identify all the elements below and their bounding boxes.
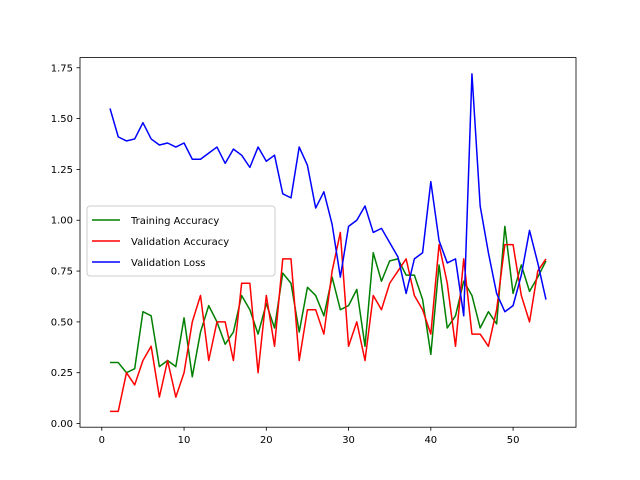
series-layer (109, 73, 547, 413)
y-tick-label: 0.25 (51, 368, 73, 379)
series-line-validation-accuracy (110, 231, 547, 413)
y-tick-label: 0.75 (51, 267, 73, 278)
x-tick-label: 10 (178, 435, 191, 446)
series-line-validation-loss (109, 73, 547, 317)
plot-frame (79, 57, 577, 428)
x-tick-label: 30 (342, 435, 355, 446)
x-tick-label: 40 (424, 435, 437, 446)
x-tick-label: 0 (99, 435, 105, 446)
x-tick-label: 20 (260, 435, 273, 446)
y-tick-label: 1.50 (51, 114, 73, 125)
y-tick-label: 1.75 (51, 63, 73, 74)
x-axis: 0 10 20 30 40 50 (99, 427, 520, 446)
legend-label-validation-loss: Validation Loss (131, 258, 206, 269)
legend: Training Accuracy Validation Accuracy Va… (86, 205, 276, 277)
y-axis: 0.00 0.25 0.50 0.75 1.00 1.25 1.50 1.75 (51, 63, 80, 430)
legend-label-validation-accuracy: Validation Accuracy (131, 237, 229, 248)
y-tick-label: 0.50 (51, 317, 73, 328)
legend-label-training-accuracy: Training Accuracy (130, 216, 219, 227)
y-tick-label: 1.25 (51, 165, 73, 176)
x-tick-label: 50 (507, 435, 520, 446)
y-tick-label: 0.00 (51, 419, 73, 430)
y-tick-label: 1.00 (51, 216, 73, 227)
series-line-training-accuracy (110, 225, 547, 378)
legend-box (86, 205, 276, 277)
